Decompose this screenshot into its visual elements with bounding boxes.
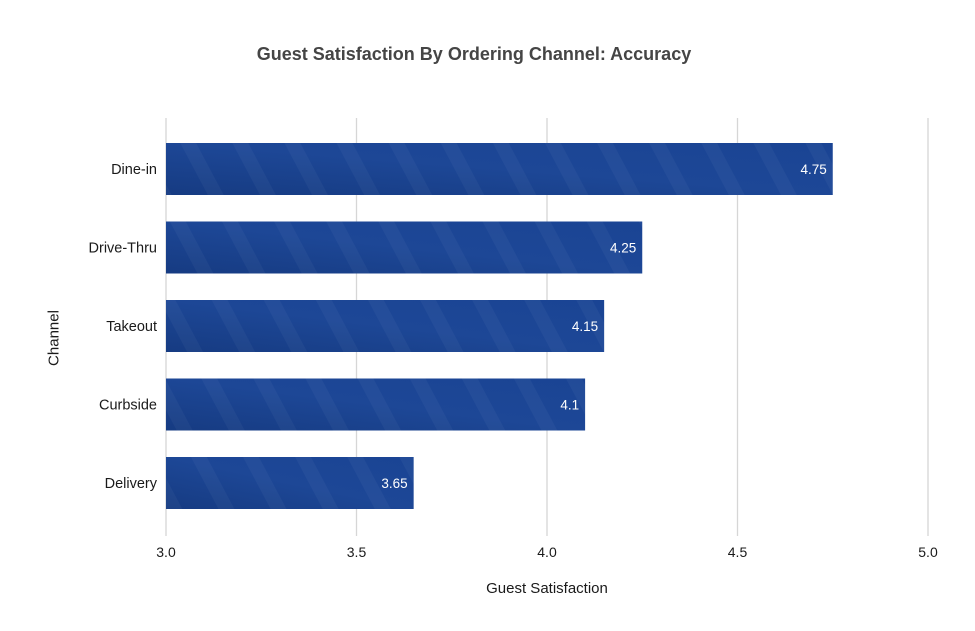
bar-sheen: [166, 300, 605, 352]
x-tick-label: 4.5: [728, 544, 748, 560]
bar-sheen: [166, 457, 414, 509]
bar-sheen: [166, 221, 643, 274]
bar-sheen: [166, 143, 833, 195]
y-tick-label: Takeout: [106, 319, 157, 335]
y-tick-label: Dine-in: [111, 162, 157, 178]
x-tick-labels: 3.0 3.5 4.0 4.5 5.0: [156, 544, 938, 560]
data-label: 4.15: [572, 319, 598, 334]
data-labels: 4.75 4.25 4.15 4.1 3.65: [381, 162, 826, 491]
data-label: 4.25: [610, 241, 636, 256]
x-tick-label: 3.0: [156, 544, 176, 560]
bar-sheen: [166, 378, 586, 431]
x-tick-label: 4.0: [537, 544, 557, 560]
x-axis-title: Guest Satisfaction: [486, 580, 608, 597]
data-label: 4.1: [560, 398, 579, 413]
y-tick-label: Delivery: [105, 476, 158, 492]
y-tick-label: Drive-Thru: [89, 241, 157, 257]
data-label: 3.65: [381, 476, 407, 491]
y-tick-labels: Dine-in Drive-Thru Takeout Curbside Delivery: [89, 162, 158, 492]
bars: [166, 143, 833, 509]
x-tick-label: 5.0: [918, 544, 938, 560]
chart-title: Guest Satisfaction By Ordering Channel: …: [256, 44, 692, 64]
data-label: 4.75: [800, 162, 826, 177]
y-tick-label: Curbside: [99, 398, 157, 414]
x-tick-label: 3.5: [347, 544, 367, 560]
